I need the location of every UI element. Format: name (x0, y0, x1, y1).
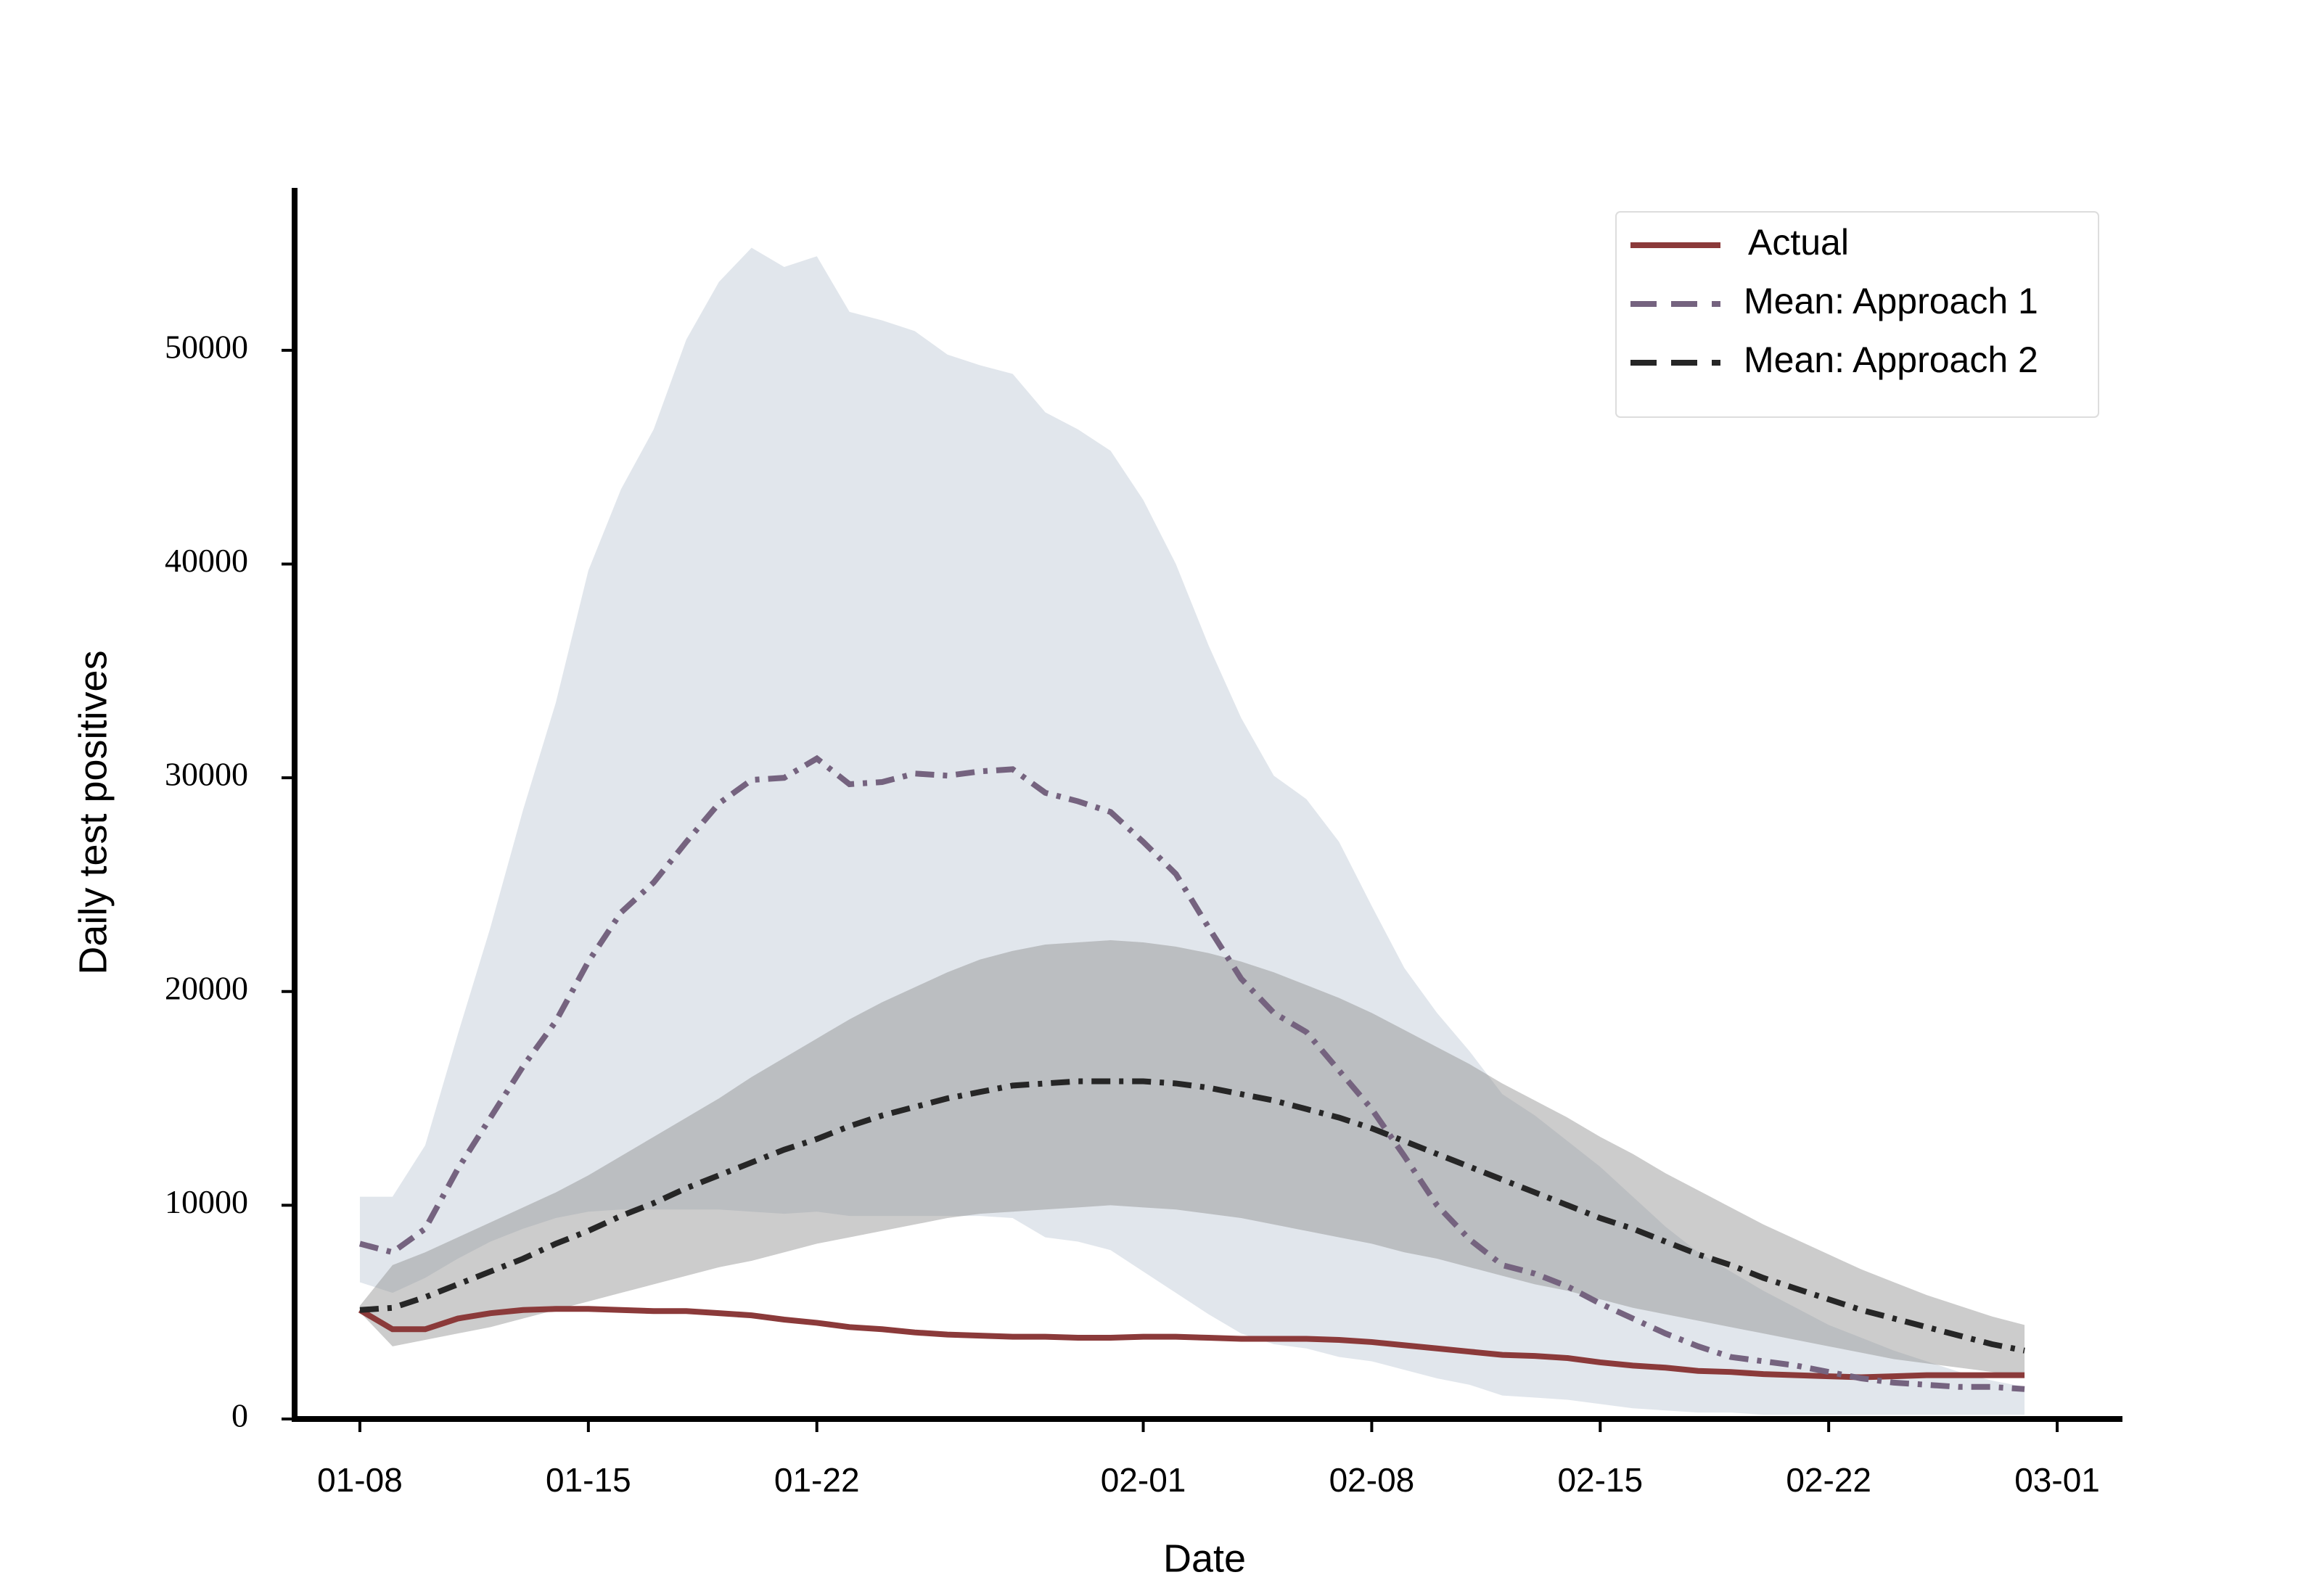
x-tick-label: 01-15 (546, 1461, 631, 1499)
x-tick-label: 02-22 (1786, 1461, 1871, 1499)
x-tick-label: 02-15 (1557, 1461, 1643, 1499)
x-tick-label: 01-08 (317, 1461, 403, 1499)
y-tick-label: 40000 (165, 542, 248, 579)
legend-label: Mean: Approach 2 (1744, 340, 2038, 380)
x-axis-label: Date (1163, 1537, 1246, 1580)
y-tick-label: 30000 (165, 756, 248, 793)
legend-label: Mean: Approach 1 (1744, 281, 2038, 321)
y-tick-label: 50000 (165, 328, 248, 365)
legend-label: Actual (1748, 222, 1849, 263)
x-tick-label: 03-01 (2014, 1461, 2100, 1499)
y-axis-label: Daily test positives (71, 650, 115, 974)
legend: Actual Mean: Approach 1 Mean: Approach 2 (1615, 211, 2099, 418)
legend-frame (1615, 211, 2099, 418)
y-tick-label: 20000 (165, 969, 248, 1006)
x-tick-label: 01-22 (774, 1461, 860, 1499)
band (359, 940, 2025, 1377)
x-tick-label: 02-08 (1329, 1461, 1415, 1499)
series-line (358, 754, 2025, 1392)
y-tick-label: 10000 (165, 1183, 248, 1220)
x-tick-label: 02-01 (1101, 1461, 1186, 1499)
band (359, 247, 2025, 1415)
y-tick-label: 0 (231, 1397, 248, 1434)
series-line (358, 1306, 2025, 1381)
series-line (359, 1078, 2025, 1354)
